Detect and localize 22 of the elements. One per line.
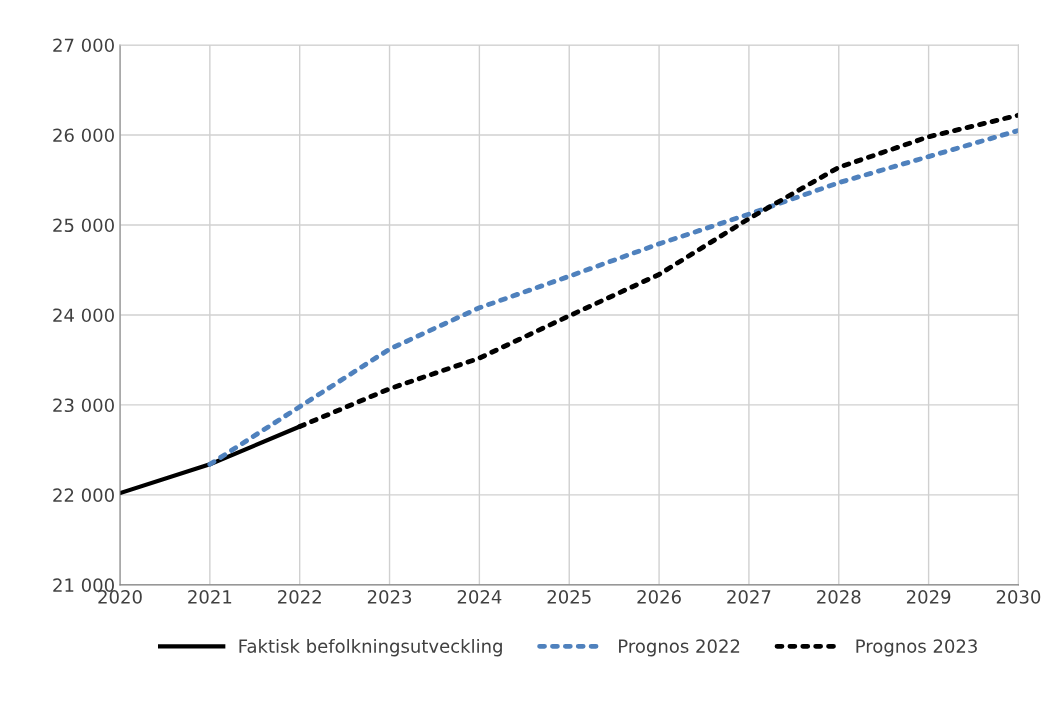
legend-label: Faktisk befolkningsutveckling — [239, 638, 502, 657]
y-tick-label: 21 000 — [53, 578, 114, 593]
x-tick-label: 2022 — [278, 590, 321, 604]
y-tick-label: 27 000 — [53, 38, 114, 53]
y-tick-label: 24 000 — [53, 308, 114, 323]
x-tick-label: 2030 — [996, 590, 1041, 604]
y-tick-label: 23 000 — [53, 398, 114, 413]
x-tick-label: 2026 — [637, 590, 681, 604]
x-tick-label: 2020 — [98, 590, 142, 604]
x-tick-label: 2021 — [188, 590, 232, 604]
x-tick-label: 2029 — [906, 590, 951, 604]
x-tick-label: 2027 — [727, 590, 771, 604]
legend-label: Prognos 2023 — [856, 639, 977, 657]
y-tick-label: 26 000 — [53, 128, 114, 143]
y-tick-label: 25 000 — [53, 218, 114, 233]
y-tick-label: 22 000 — [53, 488, 114, 503]
x-tick-label: 2028 — [817, 590, 861, 604]
x-tick-label: 2025 — [547, 590, 591, 604]
x-tick-label: 2023 — [367, 590, 412, 604]
x-tick-label: 2024 — [457, 590, 502, 604]
legend-label: Prognos 2022 — [619, 639, 740, 657]
line-series — [207, 128, 1019, 467]
